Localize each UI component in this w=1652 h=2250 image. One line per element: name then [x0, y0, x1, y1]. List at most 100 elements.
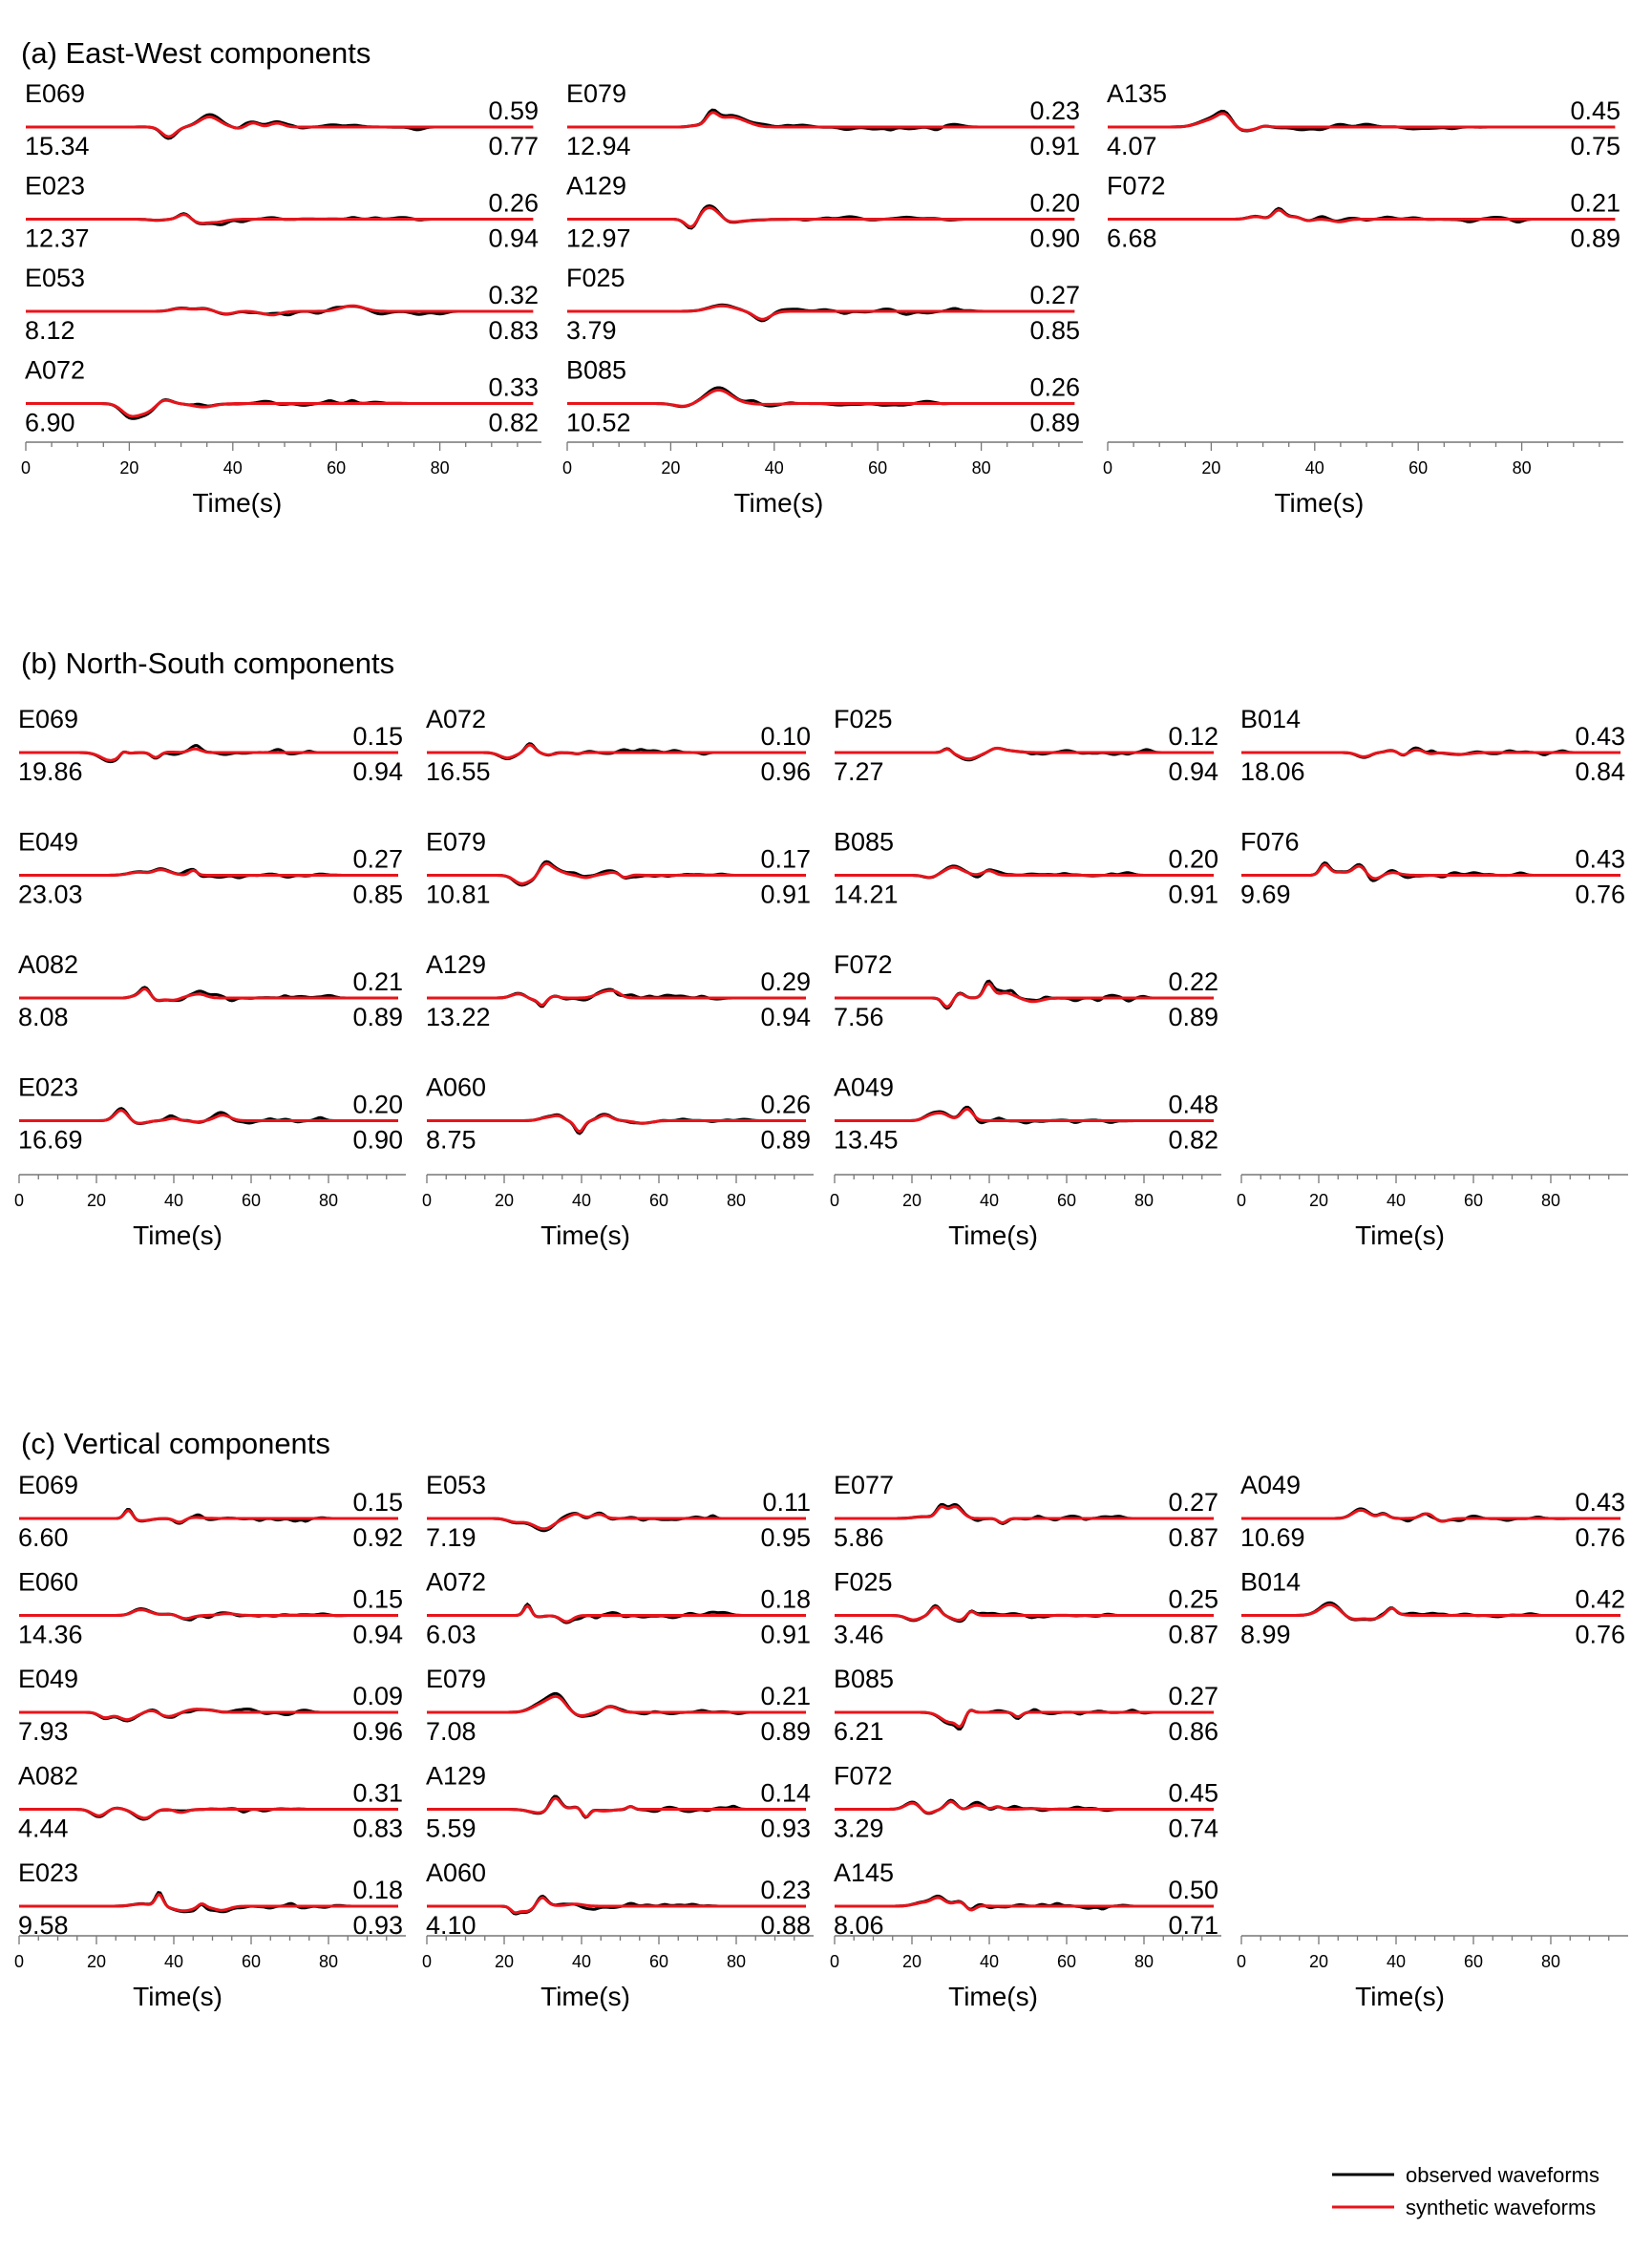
amplitude-label: 6.03: [426, 1621, 477, 1649]
station-label: A082: [18, 950, 78, 979]
trace-row: E049 23.03 0.27 0.85: [18, 828, 403, 909]
trace-row: A145 8.06 0.50 0.71: [834, 1858, 1218, 1940]
time-shift-label: 0.43: [1575, 1488, 1625, 1517]
time-shift-label: 0.25: [1168, 1585, 1218, 1614]
x-tick-label: 60: [649, 1191, 668, 1210]
synthetic-waveform: [567, 389, 1075, 408]
amplitude-label: 6.21: [834, 1717, 884, 1746]
x-tick-label: 40: [980, 1952, 999, 1971]
section-panel: (c) Vertical componentsE0696.600.150.92E…: [14, 1427, 1628, 2011]
correlation-label: 0.87: [1168, 1523, 1218, 1552]
time-shift-label: 0.15: [352, 1488, 403, 1517]
trace-row: E023 16.69 0.20 0.90: [18, 1073, 403, 1155]
station-label: F072: [1107, 172, 1166, 201]
correlation-label: 0.94: [488, 224, 539, 253]
x-axis-label: Time(s): [948, 1221, 1038, 1250]
x-tick-label: 40: [1305, 458, 1324, 478]
x-tick-label: 0: [422, 1191, 432, 1210]
x-tick-label: 80: [1134, 1191, 1154, 1210]
correlation-label: 0.84: [1575, 757, 1625, 786]
trace-row: E069 19.86 0.15 0.94: [18, 705, 403, 786]
trace-row: E053 8.12 0.32 0.83: [25, 264, 539, 345]
observed-waveform: [835, 1502, 1214, 1525]
x-tick-label: 0: [1237, 1191, 1246, 1210]
observed-waveform: [427, 1794, 806, 1819]
x-tick-label: 60: [1464, 1191, 1483, 1210]
trace-row: A129 5.59 0.14 0.93: [426, 1762, 811, 1843]
synthetic-waveform: [19, 1109, 398, 1125]
amplitude-label: 18.06: [1240, 757, 1305, 786]
synthetic-waveform: [835, 1108, 1214, 1122]
correlation-label: 0.71: [1168, 1911, 1218, 1940]
observed-waveform: [1241, 1601, 1620, 1622]
station-label: A129: [566, 172, 626, 201]
legend-synthetic-label: synthetic waveforms: [1406, 2196, 1596, 2219]
observed-waveform: [427, 1113, 806, 1136]
station-label: E069: [18, 705, 78, 733]
amplitude-label: 7.19: [426, 1523, 477, 1552]
x-axis-label: Time(s): [948, 1982, 1038, 2011]
x-tick-label: 60: [1408, 458, 1428, 478]
x-tick-label: 0: [830, 1191, 839, 1210]
time-shift-label: 0.59: [488, 96, 539, 125]
section-title: (c) Vertical components: [21, 1427, 330, 1460]
x-axis-label: Time(s): [1355, 1982, 1445, 2011]
x-tick-label: 20: [1309, 1952, 1328, 1971]
synthetic-waveform: [19, 1608, 398, 1621]
trace-row: E023 9.58 0.18 0.93: [18, 1858, 403, 1940]
amplitude-label: 3.29: [834, 1815, 884, 1843]
correlation-label: 0.76: [1575, 881, 1625, 909]
time-shift-label: 0.12: [1168, 722, 1218, 751]
synthetic-waveform: [427, 1512, 806, 1531]
time-shift-label: 0.23: [1029, 96, 1080, 125]
correlation-label: 0.87: [1168, 1621, 1218, 1649]
station-label: E060: [18, 1568, 78, 1597]
x-tick-label: 60: [327, 458, 346, 478]
section-title: (b) North-South components: [21, 647, 394, 680]
amplitude-label: 14.21: [834, 881, 899, 909]
x-tick-label: 0: [14, 1191, 24, 1210]
amplitude-label: 12.37: [25, 224, 90, 253]
trace-row: A049 13.45 0.48 0.82: [834, 1073, 1218, 1155]
trace-row: E023 12.37 0.26 0.94: [25, 172, 539, 253]
x-axis: 0 20 40 60 80 Time(s): [1103, 441, 1623, 518]
x-axis: 0 20 40 60 80 Time(s): [14, 1935, 406, 2011]
synthetic-waveform: [427, 1694, 806, 1718]
station-label: A049: [1240, 1471, 1301, 1499]
time-shift-label: 0.45: [1570, 96, 1620, 125]
station-label: A072: [25, 356, 85, 385]
synthetic-waveform: [835, 1709, 1214, 1729]
synthetic-waveform: [427, 1114, 806, 1134]
correlation-label: 0.96: [352, 1717, 403, 1746]
station-label: A060: [426, 1073, 486, 1102]
synthetic-waveform: [26, 398, 534, 418]
station-label: A129: [426, 1762, 486, 1791]
synthetic-waveform: [835, 1799, 1214, 1815]
trace-row: F025 7.27 0.12 0.94: [834, 705, 1218, 786]
observed-waveform: [427, 1511, 806, 1533]
amplitude-label: 19.86: [18, 757, 83, 786]
panel-column: A049 10.69 0.43 0.76 B014 8.99 0.42 0.76 0 20 40 60…: [1237, 1471, 1628, 2011]
x-axis: 0 20 40 60 80 Time(s): [14, 1174, 406, 1250]
amplitude-label: 6.60: [18, 1523, 69, 1552]
correlation-label: 0.94: [352, 757, 403, 786]
legend: observed waveforms synthetic waveforms: [1332, 2163, 1599, 2219]
correlation-label: 0.91: [760, 1621, 811, 1649]
x-tick-label: 20: [87, 1191, 106, 1210]
panel-column: E053 7.19 0.11 0.95 A072 6.03 0.18 0.91 E079 7.08…: [422, 1471, 814, 2011]
amplitude-label: 12.97: [566, 224, 631, 253]
panel-column: F025 7.27 0.12 0.94 B085 14.21 0.20 0.91 F072 7.5…: [830, 705, 1221, 1250]
trace-row: A129 12.97 0.20 0.90: [566, 172, 1080, 253]
x-tick-label: 20: [661, 458, 680, 478]
correlation-label: 0.89: [760, 1126, 811, 1155]
x-tick-label: 0: [830, 1952, 839, 1971]
amplitude-label: 7.93: [18, 1717, 69, 1746]
time-shift-label: 0.26: [760, 1091, 811, 1119]
x-tick-label: 60: [649, 1952, 668, 1971]
x-tick-label: 20: [495, 1952, 514, 1971]
synthetic-waveform: [567, 304, 1075, 321]
x-tick-label: 0: [14, 1952, 24, 1971]
time-shift-label: 0.27: [1168, 1682, 1218, 1710]
correlation-label: 0.89: [1029, 409, 1080, 437]
synthetic-waveform: [1241, 1603, 1620, 1621]
